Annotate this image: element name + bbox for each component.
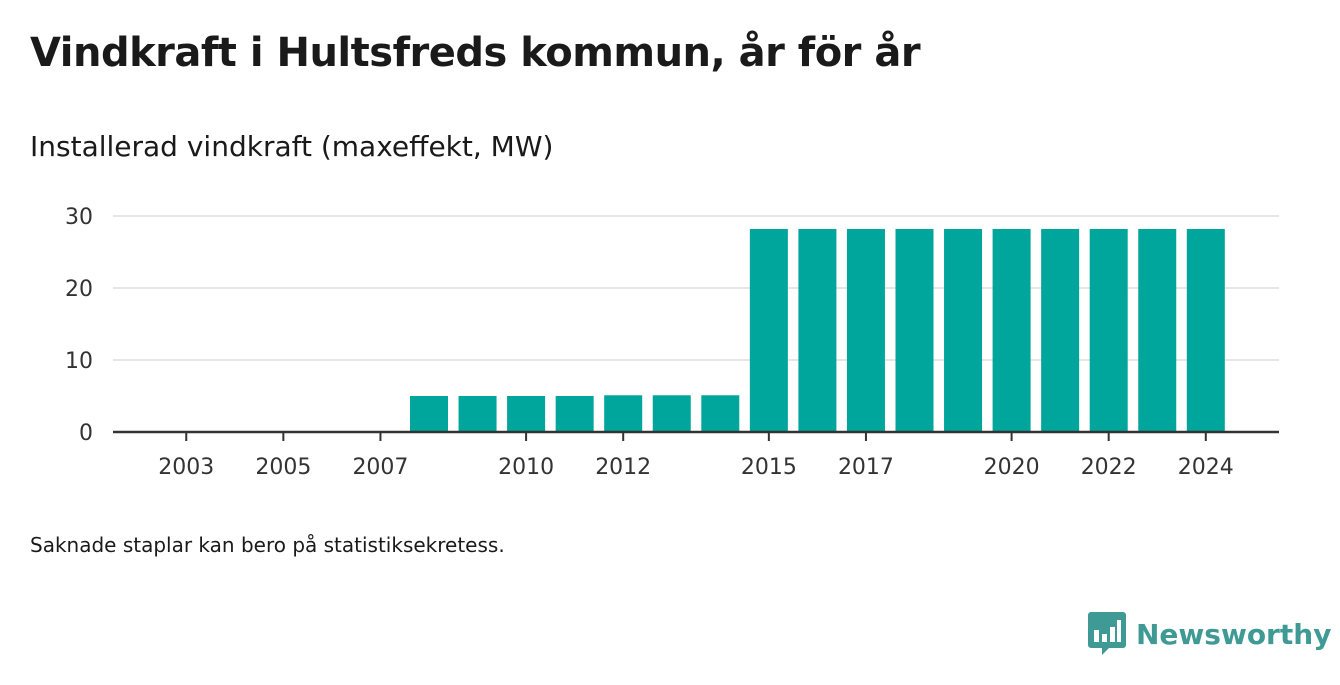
bar-2012	[604, 395, 643, 432]
x-tick-label: 2024	[1178, 455, 1234, 480]
x-tick-label: 2020	[984, 455, 1040, 480]
brand-logo: Newsworthy	[1088, 612, 1331, 656]
bar-2021	[1041, 228, 1080, 432]
bar-2017	[846, 228, 885, 432]
x-axis-ticks: 2003 2005 2007 2010 2012 2015 2017 2020 2022 2024	[158, 432, 1234, 480]
bar-2024	[1186, 228, 1225, 432]
bar-2016	[798, 228, 837, 432]
bar-2020	[992, 228, 1031, 432]
bar-2013	[652, 395, 691, 432]
bar-2015	[749, 228, 788, 432]
grid-lines	[113, 215, 1279, 361]
x-tick-label: 2015	[741, 455, 797, 480]
y-tick-label: 20	[65, 277, 93, 302]
chart-title: Vindkraft i Hultsfreds kommun, år för år	[30, 30, 921, 76]
brand-name: Newsworthy	[1136, 617, 1332, 651]
y-tick-label: 10	[65, 349, 93, 374]
x-tick-label: 2012	[595, 455, 651, 480]
bar-2009	[458, 396, 497, 432]
bar-2019	[944, 228, 983, 432]
chart-subtitle: Installerad vindkraft (maxeffekt, MW)	[30, 130, 554, 163]
x-tick-label: 2003	[158, 455, 214, 480]
y-axis-ticks: 0 10 20 30	[65, 205, 93, 446]
x-tick-label: 2017	[838, 455, 894, 480]
bar-2023	[1138, 228, 1177, 432]
x-tick-label: 2010	[498, 455, 554, 480]
x-tick-label: 2005	[255, 455, 311, 480]
y-tick-label: 0	[79, 421, 93, 446]
bar-chart: 0 10 20 30 2003 2005 2007 2010 2012 2015 2017 2020…	[65, 205, 1279, 480]
bar-2014	[701, 395, 740, 432]
y-tick-label: 30	[65, 205, 93, 230]
newsworthy-logo-icon	[1088, 612, 1126, 655]
bar-2022	[1089, 228, 1128, 432]
x-tick-label: 2022	[1081, 455, 1137, 480]
bar-2010	[507, 396, 546, 432]
bars	[410, 228, 1225, 432]
bar-2018	[895, 228, 934, 432]
footnote: Saknade staplar kan bero på statistiksek…	[30, 533, 505, 557]
x-tick-label: 2007	[352, 455, 408, 480]
bar-2008	[410, 396, 448, 432]
bar-2011	[555, 396, 594, 432]
